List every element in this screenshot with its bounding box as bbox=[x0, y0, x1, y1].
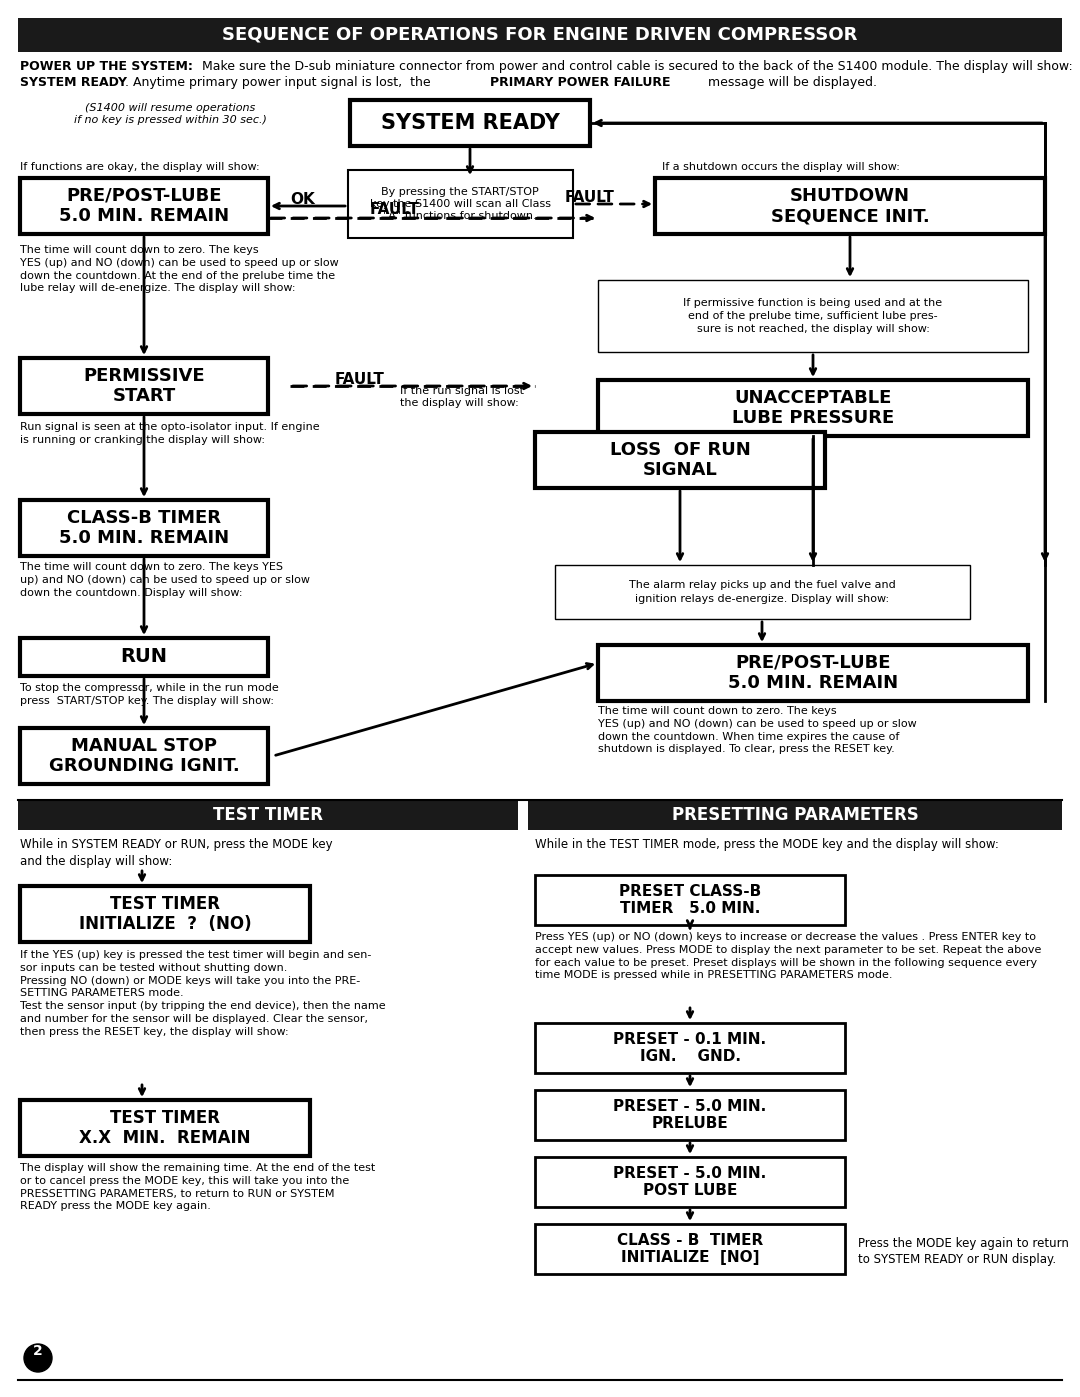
Text: FAULT: FAULT bbox=[565, 190, 615, 205]
Text: CLASS-B TIMER
5.0 MIN. REMAIN: CLASS-B TIMER 5.0 MIN. REMAIN bbox=[59, 509, 229, 548]
Text: FAULT: FAULT bbox=[335, 372, 384, 387]
Text: SYSTEM READY: SYSTEM READY bbox=[21, 75, 127, 89]
Text: PRE/POST-LUBE
5.0 MIN. REMAIN: PRE/POST-LUBE 5.0 MIN. REMAIN bbox=[728, 654, 899, 693]
Bar bbox=[535, 1224, 845, 1274]
Text: Run signal is seen at the opto-isolator input. If engine
is running or cranking : Run signal is seen at the opto-isolator … bbox=[21, 422, 320, 444]
Text: message will be displayed.: message will be displayed. bbox=[700, 75, 877, 89]
Bar bbox=[535, 1023, 845, 1073]
Bar bbox=[598, 380, 1028, 436]
Text: The time will count down to zero. The keys
YES (up) and NO (down) can be used to: The time will count down to zero. The ke… bbox=[598, 705, 917, 754]
Bar bbox=[21, 500, 268, 556]
Text: If permissive function is being used and at the
end of the prelube time, suffici: If permissive function is being used and… bbox=[684, 298, 943, 334]
Text: OK: OK bbox=[291, 191, 315, 207]
Text: TEST TIMER
X.X  MIN.  REMAIN: TEST TIMER X.X MIN. REMAIN bbox=[79, 1109, 251, 1147]
Text: If functions are okay, the display will show:: If functions are okay, the display will … bbox=[21, 162, 259, 172]
Text: SYSTEM READY: SYSTEM READY bbox=[380, 113, 559, 133]
Text: If the YES (up) key is pressed the test timer will begin and sen-
sor inputs can: If the YES (up) key is pressed the test … bbox=[21, 950, 386, 1037]
Bar bbox=[528, 800, 1062, 830]
Text: (S1400 will resume operations
if no key is pressed within 30 sec.): (S1400 will resume operations if no key … bbox=[73, 103, 267, 126]
Bar bbox=[535, 1090, 845, 1140]
Text: FAULT: FAULT bbox=[370, 203, 420, 217]
Text: POWER UP THE SYSTEM:: POWER UP THE SYSTEM: bbox=[21, 60, 193, 73]
Text: Press YES (up) or NO (down) keys to increase or decrease the values . Press ENTE: Press YES (up) or NO (down) keys to incr… bbox=[535, 932, 1041, 981]
Bar bbox=[21, 886, 310, 942]
Bar bbox=[21, 358, 268, 414]
Text: If the run signal is lost
the display will show:: If the run signal is lost the display wi… bbox=[400, 386, 524, 408]
Text: SHUTDOWN
SEQUENCE INIT.: SHUTDOWN SEQUENCE INIT. bbox=[771, 187, 930, 225]
Text: PRIMARY POWER FAILURE: PRIMARY POWER FAILURE bbox=[490, 75, 671, 89]
Text: The time will count down to zero. The keys
YES (up) and NO (down) can be used to: The time will count down to zero. The ke… bbox=[21, 244, 339, 293]
Bar bbox=[21, 1099, 310, 1155]
Bar bbox=[18, 800, 518, 830]
Text: PRE/POST-LUBE
5.0 MIN. REMAIN: PRE/POST-LUBE 5.0 MIN. REMAIN bbox=[59, 187, 229, 225]
Text: PRESETTING PARAMETERS: PRESETTING PARAMETERS bbox=[672, 806, 918, 824]
Text: TEST TIMER
INITIALIZE  ?  (NO): TEST TIMER INITIALIZE ? (NO) bbox=[79, 894, 252, 933]
Bar bbox=[18, 18, 1062, 52]
Text: If a shutdown occurs the display will show:: If a shutdown occurs the display will sh… bbox=[662, 162, 900, 172]
Bar bbox=[21, 638, 268, 676]
Text: MANUAL STOP
GROUNDING IGNIT.: MANUAL STOP GROUNDING IGNIT. bbox=[49, 736, 240, 775]
Bar bbox=[348, 170, 573, 237]
Text: . Anytime primary power input signal is lost,  the: . Anytime primary power input signal is … bbox=[125, 75, 438, 89]
Text: PERMISSIVE
START: PERMISSIVE START bbox=[83, 366, 205, 405]
Text: 2: 2 bbox=[33, 1344, 43, 1358]
Text: PRESET - 5.0 MIN.
PRELUBE: PRESET - 5.0 MIN. PRELUBE bbox=[613, 1099, 767, 1132]
Text: Press the MODE key again to return
to SYSTEM READY or RUN display.: Press the MODE key again to return to SY… bbox=[858, 1236, 1069, 1267]
Text: By pressing the START/STOP
key the S1400 will scan all Class
"A" functions for s: By pressing the START/STOP key the S1400… bbox=[369, 187, 551, 221]
Bar bbox=[598, 279, 1028, 352]
Bar bbox=[535, 1157, 845, 1207]
Text: PRESET - 5.0 MIN.
POST LUBE: PRESET - 5.0 MIN. POST LUBE bbox=[613, 1166, 767, 1199]
Text: SEQUENCE OF OPERATIONS FOR ENGINE DRIVEN COMPRESSOR: SEQUENCE OF OPERATIONS FOR ENGINE DRIVEN… bbox=[222, 27, 858, 43]
Text: Make sure the D-sub miniature connector from power and control cable is secured : Make sure the D-sub miniature connector … bbox=[198, 60, 1072, 73]
Bar bbox=[598, 645, 1028, 701]
Text: To stop the compressor, while in the run mode
press  START/STOP key. The display: To stop the compressor, while in the run… bbox=[21, 683, 279, 705]
Text: While in SYSTEM READY or RUN, press the MODE key
and the display will show:: While in SYSTEM READY or RUN, press the … bbox=[21, 838, 333, 868]
Bar bbox=[654, 177, 1045, 235]
Bar bbox=[555, 564, 970, 619]
Text: The alarm relay picks up and the fuel valve and
ignition relays de-energize. Dis: The alarm relay picks up and the fuel va… bbox=[629, 580, 895, 604]
Circle shape bbox=[24, 1344, 52, 1372]
Text: While in the TEST TIMER mode, press the MODE key and the display will show:: While in the TEST TIMER mode, press the … bbox=[535, 838, 999, 851]
Bar bbox=[350, 101, 590, 147]
Text: TEST TIMER: TEST TIMER bbox=[213, 806, 323, 824]
Bar bbox=[21, 728, 268, 784]
Text: UNACCEPTABLE
LUBE PRESSURE: UNACCEPTABLE LUBE PRESSURE bbox=[732, 388, 894, 427]
Text: RUN: RUN bbox=[121, 647, 167, 666]
Bar bbox=[21, 177, 268, 235]
Text: The display will show the remaining time. At the end of the test
or to cancel pr: The display will show the remaining time… bbox=[21, 1162, 375, 1211]
Bar bbox=[535, 875, 845, 925]
Text: CLASS - B  TIMER
INITIALIZE  [NO]: CLASS - B TIMER INITIALIZE [NO] bbox=[617, 1232, 764, 1266]
Text: The time will count down to zero. The keys YES
up) and NO (down) can be used to : The time will count down to zero. The ke… bbox=[21, 562, 310, 598]
Text: PRESET CLASS-B
TIMER   5.0 MIN.: PRESET CLASS-B TIMER 5.0 MIN. bbox=[619, 884, 761, 916]
Text: LOSS  OF RUN
SIGNAL: LOSS OF RUN SIGNAL bbox=[609, 440, 751, 479]
Bar bbox=[535, 432, 825, 488]
Text: PRESET - 0.1 MIN.
IGN.    GND.: PRESET - 0.1 MIN. IGN. GND. bbox=[613, 1032, 767, 1065]
